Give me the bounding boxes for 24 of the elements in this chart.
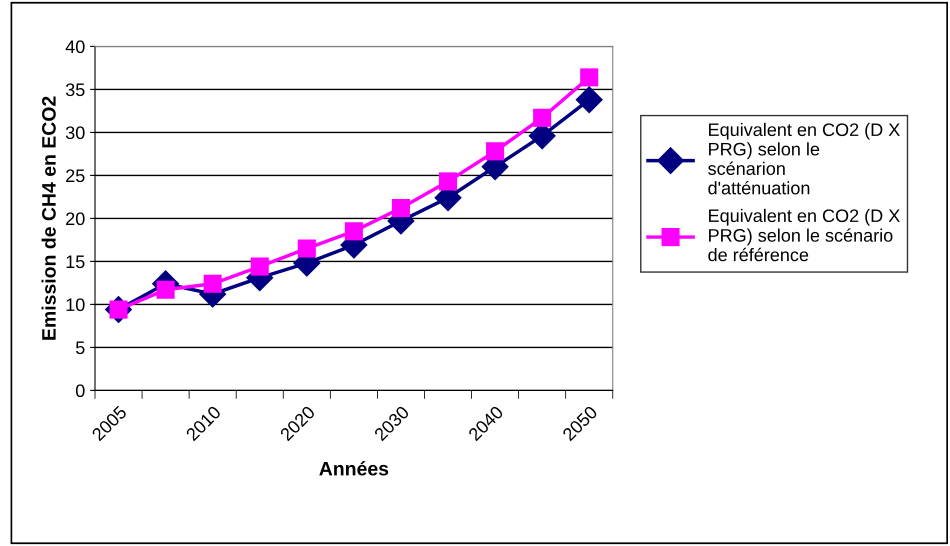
point	[204, 274, 222, 293]
point	[250, 258, 269, 276]
x-axis-title: Années	[319, 461, 388, 476]
y-tick-label: 30	[66, 126, 85, 140]
point	[533, 108, 552, 127]
legend-label: Equivalent en CO2 (D X PRG) selon le scénario de référence	[708, 208, 900, 262]
legend-label: Equivalent en CO2 (D X PRG) selon le scénarion d'atténuation	[708, 122, 900, 194]
y-tick-label: 15	[66, 256, 85, 268]
y-tick-label: 20	[66, 212, 85, 226]
y-axis-title: Emission de CH4 en ECO2	[42, 96, 56, 340]
point	[580, 68, 598, 86]
point	[298, 239, 316, 258]
point	[576, 86, 603, 114]
y-tick-label: 5	[76, 342, 85, 354]
point	[392, 199, 410, 218]
y-tick-label: 40	[66, 40, 85, 54]
point	[438, 172, 458, 190]
y-tick-label: 25	[66, 169, 85, 182]
point	[344, 222, 363, 240]
point	[486, 142, 504, 160]
y-tick-label: 0	[76, 384, 85, 398]
point	[156, 280, 175, 299]
y-tick-label: 35	[66, 83, 85, 96]
y-tick-label: 10	[66, 298, 85, 312]
